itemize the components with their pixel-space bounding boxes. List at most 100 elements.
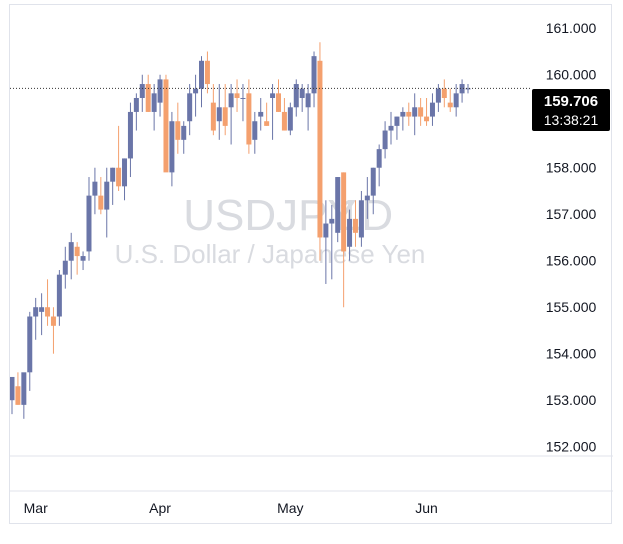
candle-body xyxy=(305,93,311,108)
candle-body xyxy=(382,130,388,150)
candle-body xyxy=(281,111,287,131)
candle-body xyxy=(139,84,145,98)
last-price-value: 159.706 xyxy=(544,93,598,110)
price-axis[interactable]: 152.000 153.000 154.000 155.000 156.000 157.0… xyxy=(546,20,597,454)
chart-container[interactable]: USDJPY 1D U.S. Dollar / Japanese Yen 152… xyxy=(9,4,613,525)
candle xyxy=(465,84,471,94)
candle xyxy=(240,84,246,122)
candle-body xyxy=(163,79,169,173)
candle xyxy=(127,102,133,178)
candle xyxy=(264,102,270,126)
candle xyxy=(86,177,92,261)
candle xyxy=(169,111,175,187)
candles-layer xyxy=(10,42,471,419)
candle xyxy=(305,84,311,131)
candle xyxy=(418,97,424,126)
candle-body xyxy=(133,97,139,112)
candle-body xyxy=(127,111,133,159)
candle xyxy=(258,97,264,131)
candle xyxy=(199,56,205,108)
price-tick-label: 153.000 xyxy=(546,392,597,408)
candle xyxy=(157,74,163,117)
candle-body xyxy=(329,218,335,224)
candle-body xyxy=(234,93,240,98)
candle xyxy=(187,84,193,136)
candlestick-chart[interactable]: USDJPY 1D U.S. Dollar / Japanese Yen 152… xyxy=(10,5,613,525)
candle xyxy=(234,79,240,112)
candle-body xyxy=(104,181,110,210)
candle-body xyxy=(323,223,329,238)
candle xyxy=(382,121,388,159)
price-tick-label: 155.000 xyxy=(546,299,597,315)
candle-body xyxy=(80,256,86,261)
candle xyxy=(62,246,68,289)
candle xyxy=(45,279,51,326)
candle-body xyxy=(210,102,216,131)
candle xyxy=(74,242,80,275)
price-tick-label: 154.000 xyxy=(546,346,597,362)
candle-body xyxy=(92,181,98,196)
candle xyxy=(252,111,258,154)
candle-body xyxy=(347,218,353,247)
price-tick-label: 160.000 xyxy=(546,67,597,83)
time-tick-label: Jun xyxy=(415,500,438,516)
candle xyxy=(429,93,435,126)
candle xyxy=(10,376,15,415)
candle xyxy=(311,51,317,108)
candle xyxy=(228,84,234,145)
candle-body xyxy=(33,307,39,317)
candle xyxy=(39,293,45,336)
candle-body xyxy=(228,93,234,108)
candle xyxy=(133,93,139,131)
candle xyxy=(175,102,181,154)
candle xyxy=(335,177,341,243)
price-tick-label: 156.000 xyxy=(546,253,597,269)
candle-body xyxy=(86,195,92,252)
candle-body xyxy=(122,158,128,187)
candle xyxy=(364,177,370,219)
candle xyxy=(181,121,187,154)
bar-countdown: 13:38:21 xyxy=(544,112,599,128)
price-tick-label: 157.000 xyxy=(546,206,597,222)
candle-body xyxy=(424,116,430,122)
candle xyxy=(329,204,335,280)
candle-body xyxy=(199,60,205,89)
candle-body xyxy=(169,121,175,173)
candle xyxy=(299,84,305,112)
candle xyxy=(459,79,465,103)
candle-body xyxy=(193,88,199,94)
candle xyxy=(281,97,287,131)
candle xyxy=(270,84,276,140)
candle xyxy=(116,125,122,191)
candle xyxy=(275,79,281,112)
candle-body xyxy=(157,79,163,103)
candle-body xyxy=(459,84,465,94)
candle-body xyxy=(429,102,435,117)
candle-body xyxy=(98,195,104,210)
price-tick-label: 158.000 xyxy=(546,160,597,176)
candle-body xyxy=(39,307,45,312)
candle-body xyxy=(394,116,400,126)
candle-body xyxy=(74,246,80,257)
candle-body xyxy=(275,93,281,112)
candle-body xyxy=(151,93,157,112)
candle xyxy=(406,102,412,126)
candle-body xyxy=(299,88,305,98)
candle-body xyxy=(258,111,264,117)
candle xyxy=(435,84,441,112)
candle xyxy=(216,84,222,140)
time-tick-label: Apr xyxy=(149,500,171,516)
candle-body xyxy=(311,56,317,94)
candle-body xyxy=(56,274,62,317)
candle xyxy=(50,307,56,354)
candle-body xyxy=(388,125,394,131)
time-axis[interactable]: Mar Apr May Jun xyxy=(24,500,438,516)
symbol-watermark: USDJPY 1D U.S. Dollar / Japanese Yen xyxy=(115,191,426,269)
candle xyxy=(80,251,86,271)
candle-body xyxy=(287,107,293,131)
candle xyxy=(222,84,228,136)
time-tick-label: Mar xyxy=(24,500,48,516)
candle xyxy=(151,84,157,131)
candle-body xyxy=(406,111,412,117)
candle-body xyxy=(352,218,358,233)
